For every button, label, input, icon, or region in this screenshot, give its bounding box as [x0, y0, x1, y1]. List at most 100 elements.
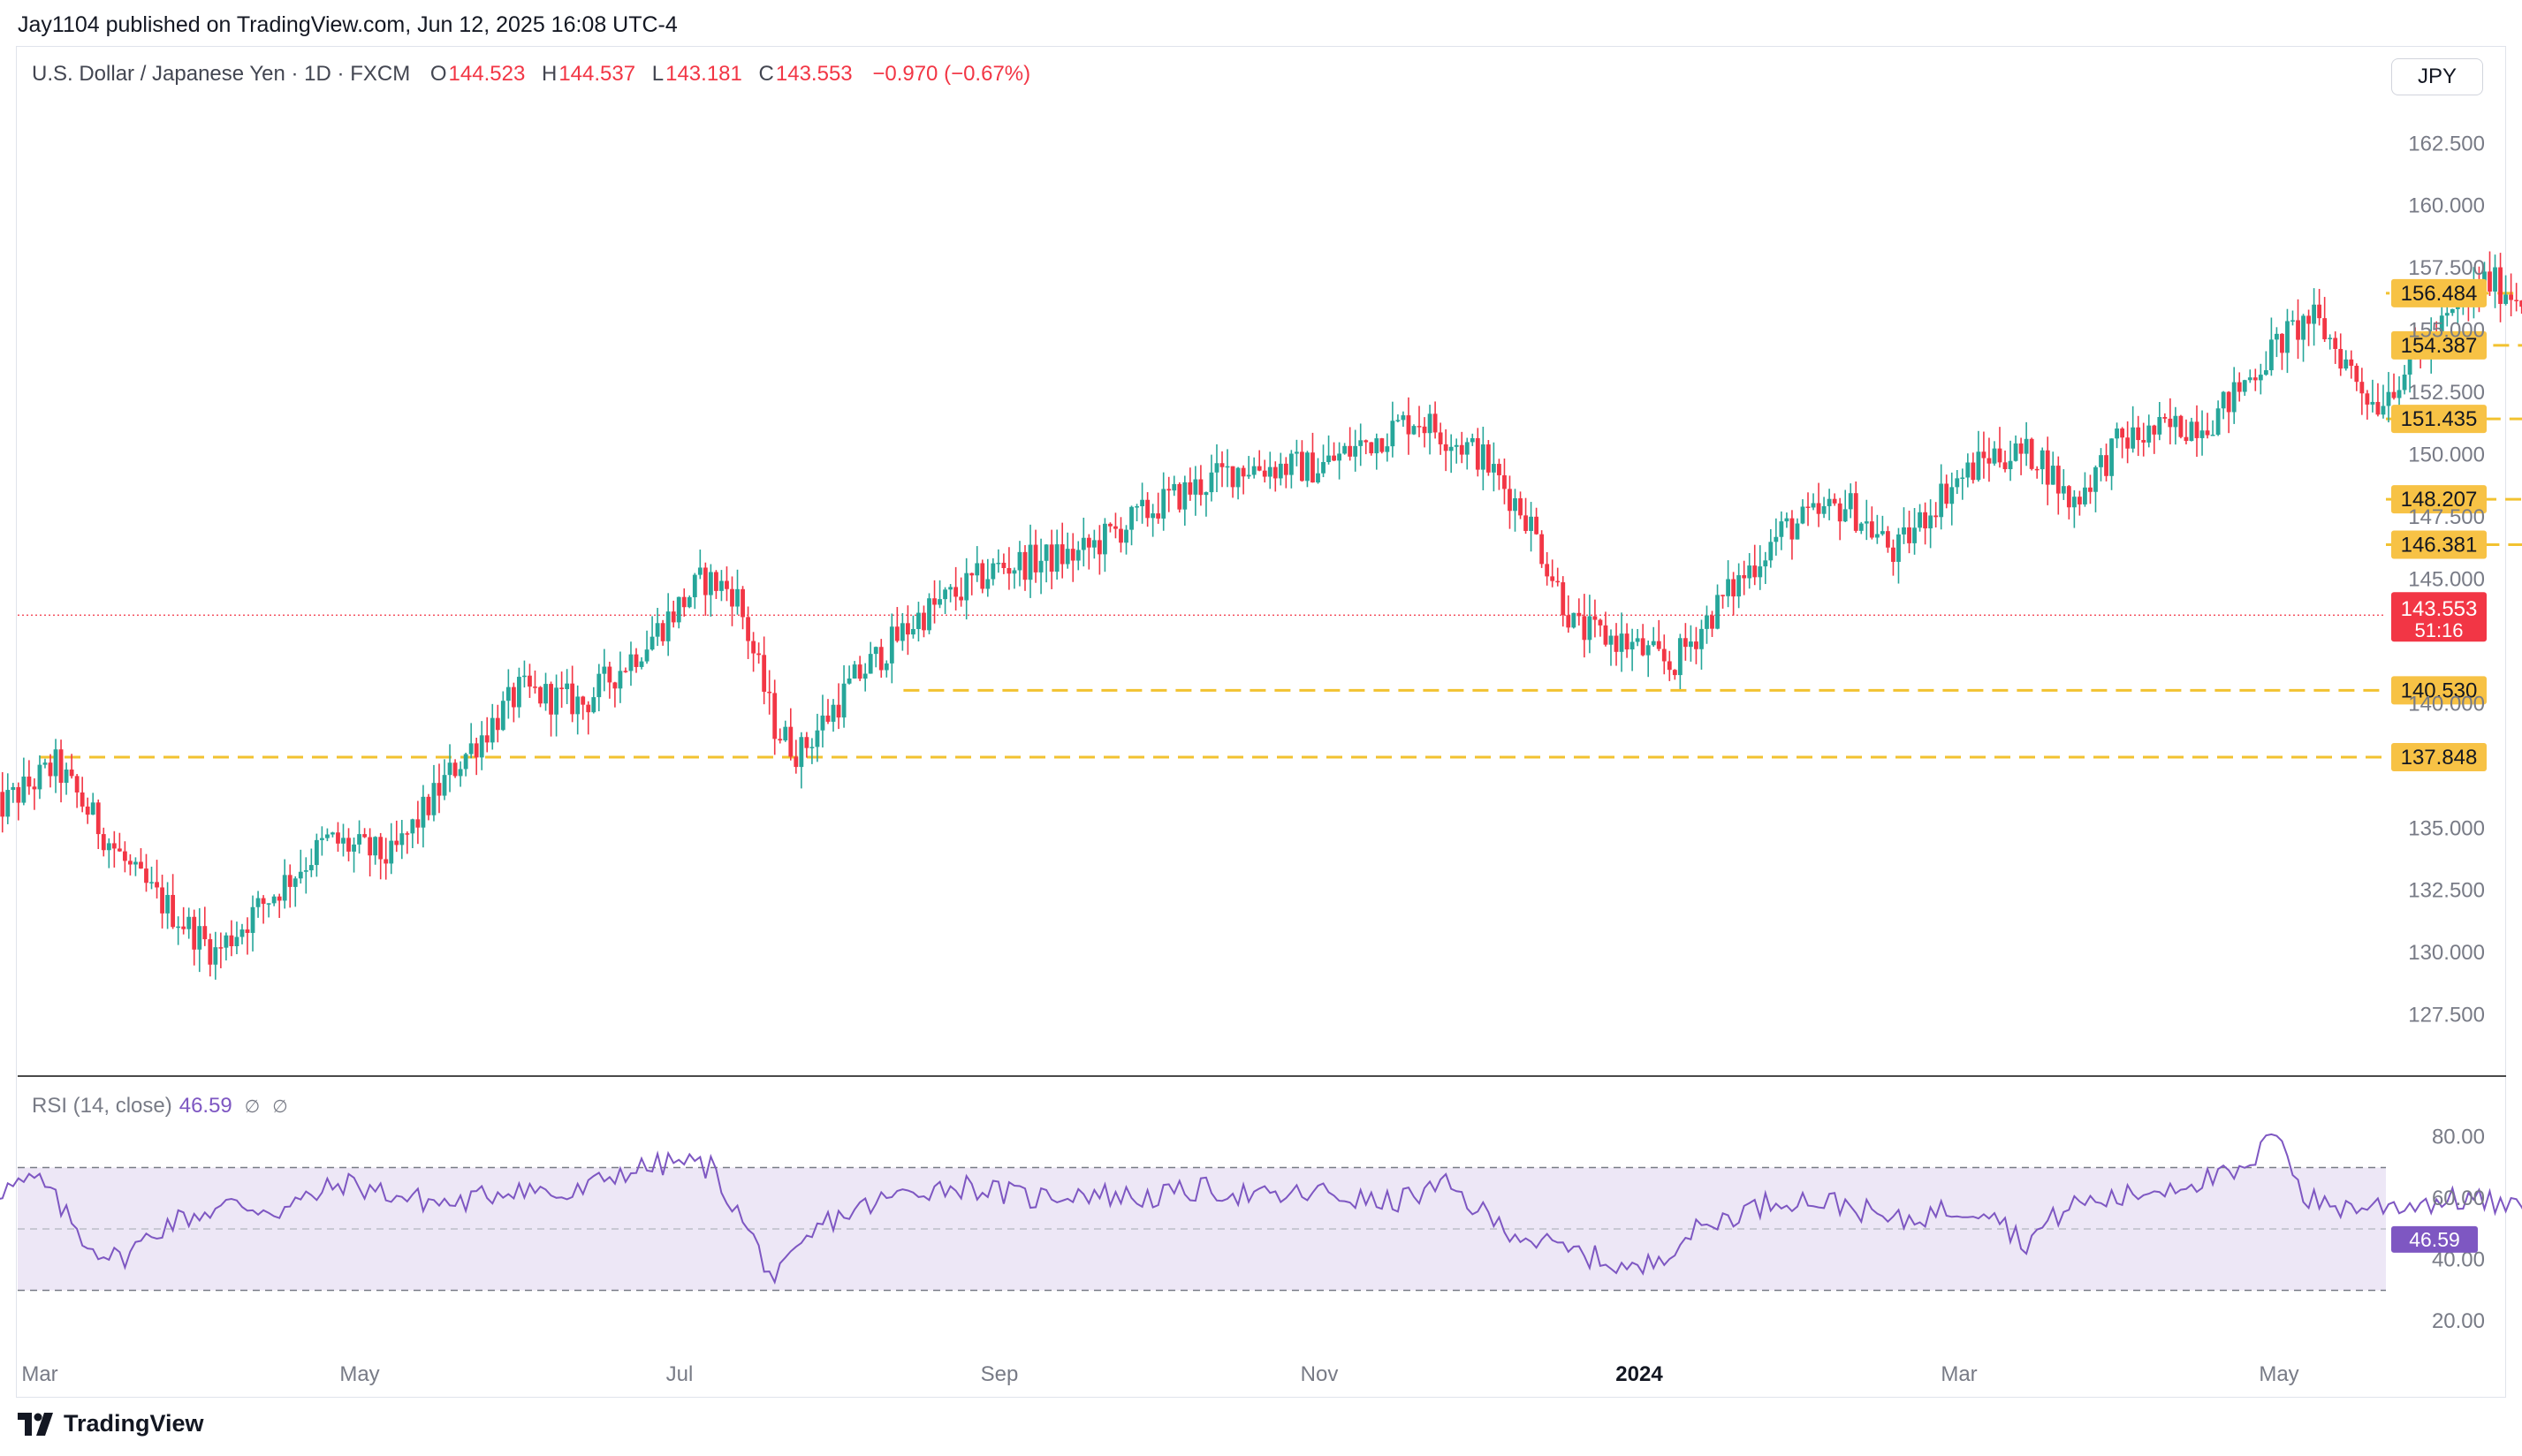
candle-body: [1470, 437, 1475, 443]
symbol-legend[interactable]: U.S. Dollar / Japanese Yen · 1D · FXCM O…: [32, 62, 1032, 87]
candle-body: [1364, 440, 1369, 443]
candle-body: [2359, 382, 2365, 394]
candle-body: [1198, 479, 1204, 496]
candle-body: [474, 743, 479, 758]
candle-body: [1539, 534, 1545, 565]
candle-body: [2381, 406, 2386, 415]
candle-body: [479, 735, 484, 758]
candle-body: [1763, 560, 1768, 567]
rsi-tick-label: 80.00: [2432, 1126, 2485, 1149]
candle-body: [319, 838, 324, 840]
candle-body: [266, 903, 271, 905]
candle-body: [287, 875, 292, 887]
candle-body: [1726, 579, 1730, 596]
candle-body: [1166, 489, 1172, 491]
candle-body: [2061, 486, 2066, 494]
candle-body: [1513, 497, 1517, 512]
candle-body: [1316, 473, 1320, 483]
candle-body: [1907, 527, 1911, 543]
close-label: C: [758, 62, 774, 86]
candle-body: [533, 686, 537, 688]
candle-body: [596, 673, 602, 698]
candle-body: [139, 861, 143, 869]
candle-body: [292, 878, 298, 887]
candle-body: [772, 693, 778, 739]
candle-body: [1699, 628, 1704, 649]
candle-body: [2125, 437, 2131, 449]
candle-body: [607, 666, 612, 683]
candle-body: [1721, 595, 1725, 596]
candle-body: [85, 806, 90, 815]
rsi-title[interactable]: RSI (14, close): [32, 1094, 172, 1118]
rsi-tick-label: 60.00: [2432, 1187, 2485, 1210]
candle-body: [1795, 523, 1800, 540]
candle-body: [1774, 536, 1779, 542]
candle-body: [1608, 635, 1614, 645]
horizontal-levels: [18, 292, 2522, 759]
candle-body: [1997, 448, 2002, 463]
candle-body: [1827, 498, 1832, 506]
candle-body: [996, 562, 1001, 565]
candle-body: [719, 580, 724, 591]
currency-button[interactable]: JPY: [2391, 58, 2483, 95]
candle-body: [213, 947, 218, 965]
settings-icon[interactable]: ∅: [272, 1097, 288, 1117]
rsi-legend[interactable]: RSI (14, close) 46.59 ∅ ∅: [32, 1094, 288, 1119]
candle-body: [618, 671, 623, 689]
candle-body: [554, 687, 558, 715]
candle-body: [2018, 443, 2024, 454]
candle-body: [2120, 428, 2125, 438]
candles: [0, 251, 2522, 980]
candle-body: [362, 834, 368, 838]
candle-body: [2407, 346, 2412, 375]
candle-body: [1300, 451, 1304, 482]
candle-body: [95, 802, 101, 835]
candle-body: [415, 819, 421, 828]
candle-body: [1502, 474, 1507, 489]
candle-body: [932, 598, 937, 605]
candle-body: [1172, 483, 1177, 491]
candle-body: [1028, 544, 1033, 580]
candle-body: [852, 664, 857, 679]
candle-body: [1272, 466, 1278, 479]
candle-body: [1508, 489, 1512, 512]
candle-body: [1667, 661, 1672, 671]
candle-body: [101, 834, 106, 851]
candle-body: [1156, 513, 1161, 519]
candle-body: [1848, 493, 1853, 510]
candle-body: [1923, 512, 1928, 529]
candle-body: [2252, 377, 2258, 381]
candle-body: [2109, 438, 2114, 476]
level-label-text: 137.848: [2401, 746, 2478, 770]
candle-body: [644, 649, 649, 662]
candle-body: [783, 726, 788, 741]
current-price-tag: [2391, 592, 2487, 642]
level-label-text: 154.387: [2401, 334, 2478, 358]
candle-body: [809, 747, 815, 748]
candle-body: [2354, 365, 2359, 383]
candle-body: [373, 837, 378, 856]
candle-body: [2290, 320, 2295, 322]
candle-body: [261, 898, 266, 904]
time-tick-label: 2024: [1615, 1362, 1663, 1386]
candle-body: [442, 775, 447, 796]
candle-body: [825, 715, 831, 722]
candle-body: [1103, 523, 1107, 555]
change-value: −0.970 (−0.67%): [872, 62, 1031, 86]
tradingview-logo-icon: [18, 1412, 53, 1436]
candle-body: [69, 770, 74, 777]
tradingview-logo[interactable]: TradingView: [18, 1410, 204, 1437]
visibility-icon[interactable]: ∅: [244, 1097, 261, 1117]
candle-body: [922, 612, 926, 631]
candle-body: [767, 691, 772, 694]
candle-body: [857, 664, 862, 679]
candle-body: [2189, 421, 2194, 442]
symbol-title[interactable]: U.S. Dollar / Japanese Yen · 1D · FXCM: [32, 62, 411, 86]
candle-body: [282, 875, 287, 901]
candle-body: [224, 935, 229, 948]
candle-body: [1758, 566, 1763, 578]
candle-body: [1598, 619, 1603, 626]
candle-body: [1432, 413, 1438, 433]
candle-body: [1645, 645, 1651, 656]
